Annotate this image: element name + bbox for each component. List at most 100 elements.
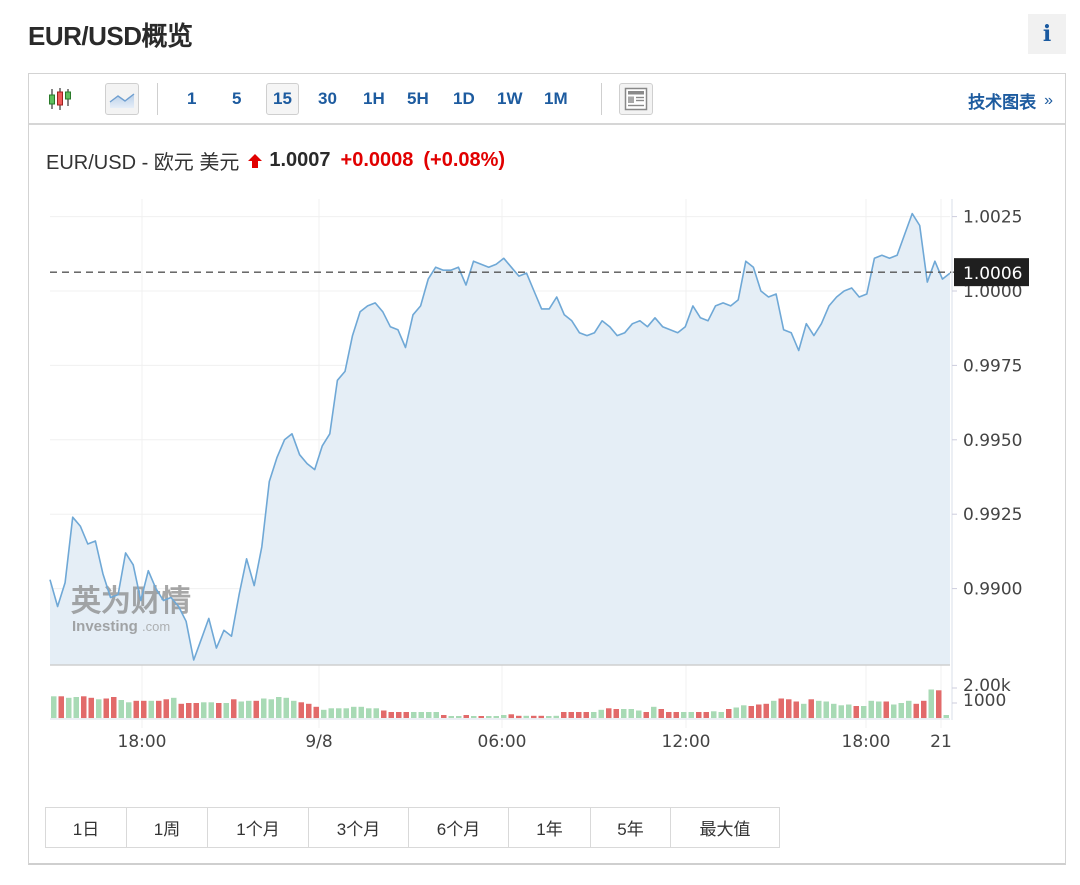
volume-bar xyxy=(568,712,574,718)
watermark-text: Investing xyxy=(72,618,138,635)
volume-bar xyxy=(133,700,139,719)
x-tick-label: 18:00 xyxy=(118,732,167,752)
volume-bar xyxy=(666,712,672,718)
last-price: 1.0007 xyxy=(269,149,331,171)
volume-bar xyxy=(696,712,702,718)
volume-bar xyxy=(606,708,612,719)
y-tick-label: 0.9900 xyxy=(963,580,1022,600)
volume-bar xyxy=(748,706,754,718)
volume-bar xyxy=(943,715,949,718)
range-1d[interactable]: 1日 xyxy=(46,808,127,847)
y-tick-label: 0.9950 xyxy=(963,431,1022,451)
volume-bar xyxy=(883,701,889,718)
volume-bar xyxy=(163,699,169,719)
volume-bar xyxy=(411,712,417,718)
volume-bar xyxy=(891,704,897,718)
volume-bar xyxy=(156,700,162,719)
volume-bar xyxy=(486,716,492,718)
volume-bar xyxy=(853,706,859,718)
volume-bar xyxy=(73,697,79,718)
interval-15[interactable]: 15 xyxy=(266,83,299,115)
range-1y[interactable]: 1年 xyxy=(509,808,591,847)
volume-bar xyxy=(576,712,582,718)
interval-5h[interactable]: 5H xyxy=(407,89,429,108)
volume-bar xyxy=(81,696,87,719)
interval-1m[interactable]: 1M xyxy=(544,89,568,108)
volume-bar xyxy=(508,714,514,719)
price-change-percent: (+0.08%) xyxy=(423,149,506,171)
volume-bar xyxy=(816,700,822,719)
volume-bar xyxy=(718,712,724,718)
current-price-badge xyxy=(954,258,1029,287)
volume-bar xyxy=(193,703,199,718)
volume-bar xyxy=(741,705,747,719)
volume-bar xyxy=(681,712,687,718)
volume-bar xyxy=(441,715,447,718)
volume-bar xyxy=(906,700,912,719)
x-tick-label: 18:00 xyxy=(842,732,891,752)
volume-bar xyxy=(913,703,919,719)
quote-header: EUR/USD - 欧元 美元 1.0007 +0.0008 (+0.08%) xyxy=(46,146,505,175)
volume-bar xyxy=(381,710,387,718)
toolbar-separator xyxy=(157,83,158,115)
volume-bar xyxy=(921,700,927,719)
layout-button[interactable] xyxy=(619,83,653,115)
range-5y[interactable]: 5年 xyxy=(591,808,671,847)
x-tick-label: 12:00 xyxy=(662,732,711,752)
volume-bar xyxy=(598,709,604,719)
candlestick-chart-button[interactable] xyxy=(43,83,77,115)
volume-bar xyxy=(463,715,469,718)
volume-bar xyxy=(51,696,57,719)
range-max[interactable]: 最大值 xyxy=(671,808,779,847)
volume-bar xyxy=(868,700,874,719)
interval-1d[interactable]: 1D xyxy=(453,89,475,108)
interval-30[interactable]: 30 xyxy=(318,89,337,108)
volume-bar xyxy=(201,702,207,719)
volume-bar xyxy=(426,712,432,718)
volume-bar xyxy=(171,697,177,719)
range-3m[interactable]: 3个月 xyxy=(309,808,409,847)
volume-bar xyxy=(88,697,94,719)
range-6m[interactable]: 6个月 xyxy=(409,808,509,847)
volume-bar xyxy=(313,706,319,719)
volume-bar xyxy=(253,700,259,719)
volume-bar xyxy=(328,708,334,719)
volume-tick-label: 1000 xyxy=(963,691,1006,711)
chart-toolbar: 1 5 15 30 1H 5H 1D 1W 1M 技术图表 » xyxy=(29,74,1065,125)
volume-bar xyxy=(643,712,649,718)
volume-bar xyxy=(366,708,372,719)
volume-bar xyxy=(553,715,559,719)
volume-bar xyxy=(733,707,739,718)
volume-bar xyxy=(403,712,409,718)
interval-5[interactable]: 5 xyxy=(232,89,242,108)
technical-chart-link[interactable]: 技术图表 » xyxy=(968,88,1053,113)
volume-bar xyxy=(478,716,484,718)
volume-bar xyxy=(96,699,102,719)
volume-bar xyxy=(501,715,507,718)
volume-bar xyxy=(456,716,462,718)
volume-bar xyxy=(238,701,244,718)
volume-bar xyxy=(928,689,934,718)
interval-1w[interactable]: 1W xyxy=(497,89,523,108)
volume-bar xyxy=(351,706,357,719)
area-chart-button[interactable] xyxy=(105,83,139,115)
interval-1h[interactable]: 1H xyxy=(363,89,385,108)
volume-bar xyxy=(58,696,64,719)
arrow-up-icon xyxy=(248,153,263,168)
volume-bar xyxy=(418,712,424,718)
current-price-label: 1.0006 xyxy=(963,264,1022,284)
interval-1[interactable]: 1 xyxy=(187,89,197,108)
info-icon: i xyxy=(1042,21,1052,47)
info-button[interactable]: i xyxy=(1028,14,1066,54)
x-tick-label: 21 xyxy=(930,732,952,752)
volume-bar xyxy=(148,700,154,719)
volume-bar xyxy=(831,703,837,719)
volume-bar xyxy=(538,715,544,719)
range-1m[interactable]: 1个月 xyxy=(208,808,309,847)
volume-bar xyxy=(876,701,882,718)
range-1w[interactable]: 1周 xyxy=(127,808,208,847)
volume-bar xyxy=(223,703,229,718)
volume-bar xyxy=(823,701,829,718)
volume-bar xyxy=(523,715,529,719)
